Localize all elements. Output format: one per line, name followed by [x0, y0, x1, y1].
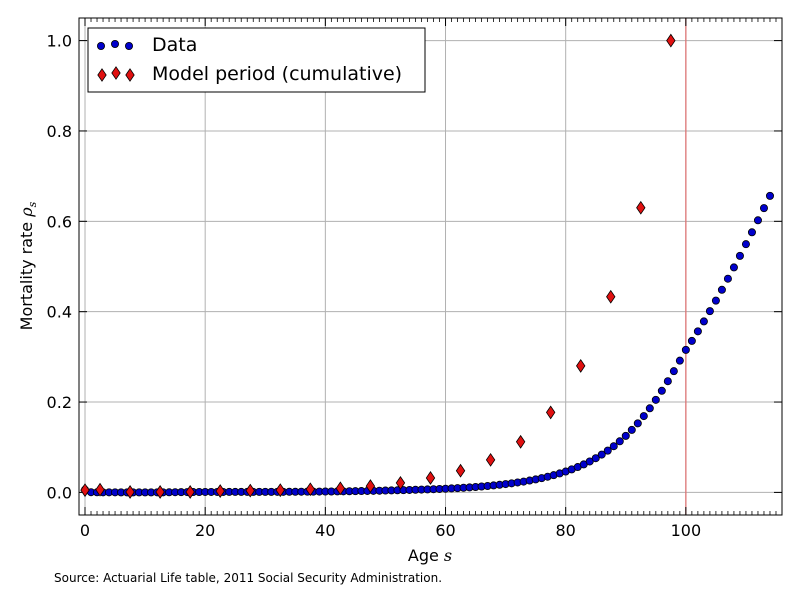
model-point: [305, 482, 316, 497]
legend-data-marker: [111, 40, 120, 49]
data-point: [657, 386, 666, 395]
plot-frame: [78, 17, 783, 516]
data-point: [693, 327, 702, 336]
model-point: [545, 405, 556, 420]
legend-model-marker: [111, 66, 121, 80]
plot-background: [79, 18, 782, 515]
x-tick-label: 40: [315, 521, 335, 540]
y-tick-label: 0.8: [47, 122, 72, 141]
legend: Data Model period (cumulative): [87, 27, 426, 93]
model-point: [425, 471, 436, 485]
data-point: [699, 317, 708, 326]
data-point: [597, 450, 606, 459]
data-point: [729, 263, 738, 272]
data-point: [765, 191, 774, 200]
legend-label-data: Data: [152, 34, 197, 56]
model-point: [636, 200, 646, 215]
legend-model-marker: [97, 68, 107, 82]
model-point: [455, 463, 466, 478]
y-tick-label: 0.2: [47, 393, 72, 412]
data-point: [747, 228, 756, 237]
y-tick-label: 0.4: [47, 303, 72, 322]
x-axis-label: Age s: [408, 546, 452, 565]
data-point: [633, 419, 642, 428]
legend-label-model: Model period (cumulative): [152, 63, 402, 85]
model-point: [275, 483, 285, 498]
y-axis-label: Mortality rate ρs: [17, 201, 39, 330]
model-point: [245, 483, 255, 498]
data-point: [663, 377, 672, 386]
x-tick-label: 0: [80, 521, 90, 540]
data-point: [669, 367, 678, 376]
source-caption: Source: Actuarial Life table, 2011 Socia…: [54, 571, 443, 585]
model-point: [215, 484, 225, 498]
legend-markers: [97, 40, 135, 82]
data-point: [639, 412, 648, 421]
model-point: [365, 479, 376, 493]
legend-data-marker: [97, 42, 106, 51]
data-point: [723, 274, 732, 283]
data-point: [687, 336, 696, 345]
model-point: [515, 434, 526, 449]
x-tick-label: 100: [671, 521, 702, 540]
model-point: [335, 481, 346, 496]
axis-ticks: [78, 18, 783, 515]
data-point: [711, 296, 720, 305]
data-point: [705, 307, 714, 316]
model-point: [155, 485, 165, 499]
data-point: [609, 442, 618, 451]
model-point: [185, 485, 195, 499]
data-point: [645, 404, 654, 413]
data-point: [735, 251, 744, 260]
data-point: [741, 240, 750, 249]
legend-box: [87, 27, 426, 93]
x-tick-label: 80: [556, 521, 576, 540]
data-point: [627, 425, 636, 434]
model-point: [606, 289, 616, 304]
data-series-points: [81, 191, 774, 497]
data-point: [651, 395, 660, 404]
x-tick-label: 20: [195, 521, 215, 540]
data-point: [585, 457, 594, 466]
data-point: [753, 216, 762, 225]
model-point: [80, 483, 90, 498]
y-tick-label: 0.0: [47, 483, 72, 502]
data-point: [603, 446, 612, 455]
model-point: [125, 485, 135, 499]
model-point: [395, 476, 406, 490]
data-point: [759, 204, 768, 213]
x-tick-label: 60: [435, 521, 455, 540]
y-tick-label: 0.6: [47, 212, 72, 231]
data-point: [675, 356, 684, 365]
model-point: [95, 482, 105, 497]
data-point: [591, 454, 600, 463]
tick-labels: 0 20 40 60 80 100 0.0 0.2 0.4 0.6 0.8 1.0: [47, 32, 702, 540]
data-point: [621, 431, 630, 440]
legend-model-marker: [125, 68, 135, 82]
model-point: [485, 452, 496, 467]
legend-data-marker: [125, 42, 134, 51]
data-point: [717, 285, 726, 294]
data-point: [615, 437, 624, 446]
y-tick-label: 1.0: [47, 32, 72, 51]
data-point: [681, 345, 690, 354]
model-series-points: [80, 33, 676, 499]
model-point: [666, 33, 676, 48]
model-point: [576, 358, 586, 373]
